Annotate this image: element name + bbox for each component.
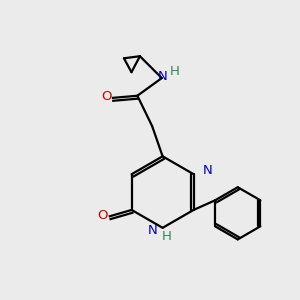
Text: H: H	[169, 65, 179, 78]
Text: O: O	[97, 209, 107, 222]
Text: N: N	[148, 224, 158, 237]
Text: N: N	[203, 164, 213, 177]
Text: N: N	[157, 70, 167, 83]
Text: H: H	[162, 230, 172, 243]
Text: O: O	[101, 90, 112, 103]
